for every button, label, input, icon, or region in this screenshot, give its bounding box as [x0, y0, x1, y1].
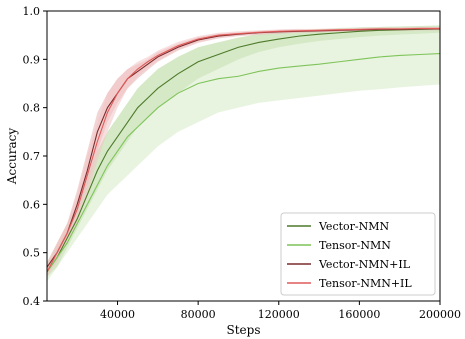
y-tick-label: 0.7	[23, 150, 41, 163]
y-tick-label: 0.6	[23, 198, 41, 211]
y-tick-label: 0.9	[23, 53, 41, 66]
x-tick-label: 80000	[181, 308, 216, 321]
legend-label-vector-nmn: Vector-NMN	[318, 220, 390, 233]
x-tick-label: 40000	[100, 308, 135, 321]
x-tick-label: 120000	[258, 308, 300, 321]
x-tick-label: 200000	[419, 308, 461, 321]
series-lines	[46, 27, 441, 273]
legend-label-tensor-nmn-il: Tensor-NMN+IL	[319, 277, 412, 290]
confidence-bands	[47, 25, 440, 282]
legend: Vector-NMN Tensor-NMN Vector-NMN+IL Tensor-…	[280, 212, 436, 296]
line-tensor-nmn-il	[46, 27, 440, 273]
x-axis-label: Steps	[227, 323, 261, 337]
legend-box	[280, 212, 436, 296]
x-axis: 40000 80000 120000 160000 200000	[100, 301, 461, 321]
y-axis-label: Accuracy	[5, 128, 19, 185]
y-tick-label: 0.8	[23, 102, 41, 115]
y-axis: 0.4 0.5 0.6 0.7 0.8 0.9 1.0	[23, 5, 47, 308]
y-tick-label: 0.5	[23, 247, 41, 260]
line-vector-nmn	[46, 28, 441, 273]
band-tensor-nmn	[47, 25, 440, 282]
y-tick-label: 0.4	[23, 295, 41, 308]
legend-label-vector-nmn-il: Vector-NMN+IL	[318, 258, 411, 271]
y-tick-label: 1.0	[23, 5, 41, 18]
x-tick-label: 160000	[338, 308, 380, 321]
legend-label-tensor-nmn: Tensor-NMN	[319, 239, 391, 252]
line-tensor-nmn	[46, 52, 441, 273]
